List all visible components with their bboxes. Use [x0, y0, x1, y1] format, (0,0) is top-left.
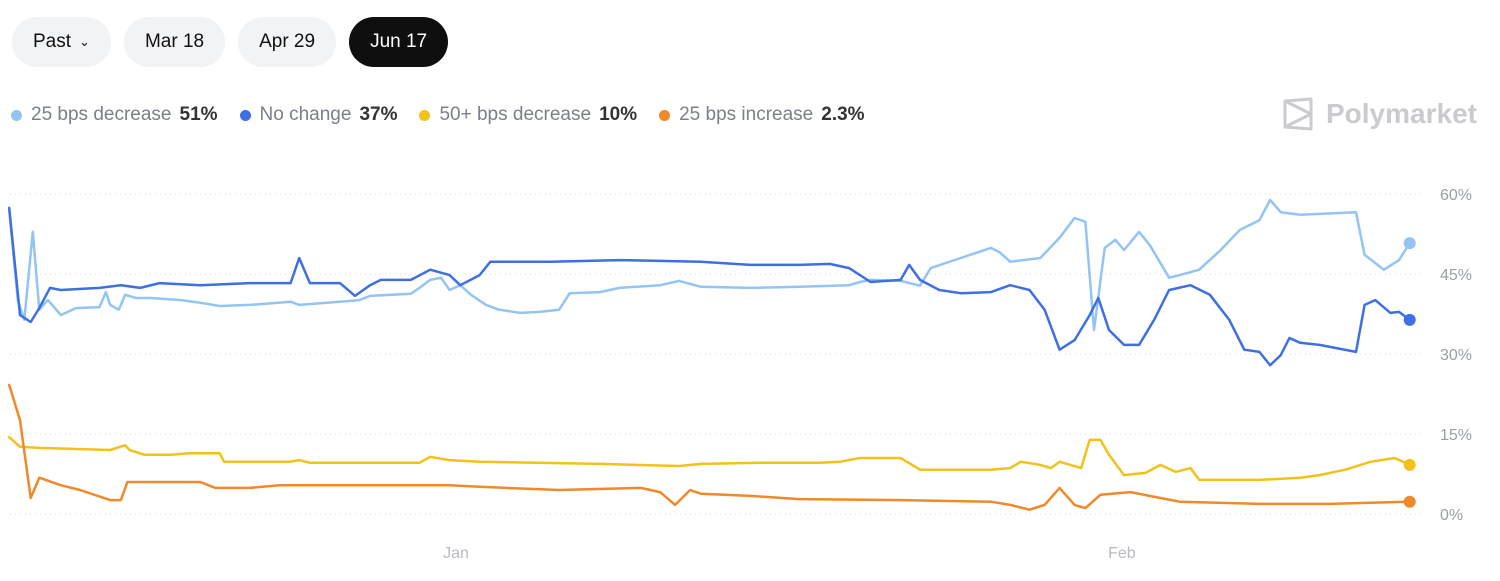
series-line — [7, 206, 1411, 367]
legend-label: No change — [259, 104, 352, 125]
date-tabs: Past ⌄ Mar 18 Apr 29 Jun 17 — [12, 17, 449, 67]
legend-value: 2.3% — [821, 104, 865, 125]
y-tick-label: 0% — [1440, 507, 1463, 524]
polymarket-logo: Polymarket — [1282, 97, 1477, 131]
series-end-dot — [1403, 237, 1416, 250]
series-line — [7, 198, 1411, 332]
x-tick-label: Feb — [1108, 545, 1136, 562]
x-tick-label: Jan — [443, 545, 469, 562]
y-tick-label: 30% — [1440, 347, 1472, 364]
legend-value: 37% — [359, 104, 398, 125]
y-tick-label: 15% — [1440, 427, 1472, 444]
polymarket-logo-icon — [1283, 97, 1313, 131]
series-line — [7, 435, 1411, 482]
tab-label: Apr 29 — [259, 31, 316, 52]
legend-dot — [239, 109, 251, 121]
tab-mar-18[interactable]: Mar 18 — [123, 17, 226, 67]
chart-legend: 25 bps decrease 51% No change 37% 50+ bps … — [11, 104, 865, 126]
tab-label: Past — [33, 31, 72, 52]
legend-dot — [419, 109, 431, 121]
tab-label: Mar 18 — [144, 31, 205, 52]
legend-item: No change 37% — [239, 104, 398, 126]
series-end-dot — [1403, 313, 1416, 326]
series-line — [7, 383, 1411, 511]
series-end-dot — [1403, 458, 1416, 471]
tab-past[interactable]: Past ⌄ — [12, 17, 111, 67]
series-end-dot — [1403, 495, 1416, 508]
brand-name: Polymarket — [1326, 98, 1477, 129]
tab-jun-17[interactable]: Jun 17 — [349, 17, 449, 67]
legend-value: 51% — [179, 104, 218, 125]
legend-dot — [11, 109, 22, 121]
legend-value: 10% — [599, 104, 638, 125]
y-tick-label: 60% — [1440, 187, 1472, 204]
legend-item: 25 bps increase 2.3% — [659, 104, 865, 126]
legend-item: 25 bps decrease 51% — [11, 104, 218, 126]
legend-dot — [659, 109, 671, 121]
y-tick-label: 45% — [1440, 267, 1472, 284]
legend-label: 50+ bps decrease — [439, 104, 592, 125]
tab-apr-29[interactable]: Apr 29 — [238, 17, 337, 67]
legend-label: 25 bps decrease — [31, 104, 172, 125]
legend-label: 25 bps increase — [679, 104, 814, 125]
tab-label: Jun 17 — [370, 31, 428, 52]
legend-item: 50+ bps decrease 10% — [419, 104, 637, 126]
chevron-down-icon: ⌄ — [79, 34, 90, 49]
